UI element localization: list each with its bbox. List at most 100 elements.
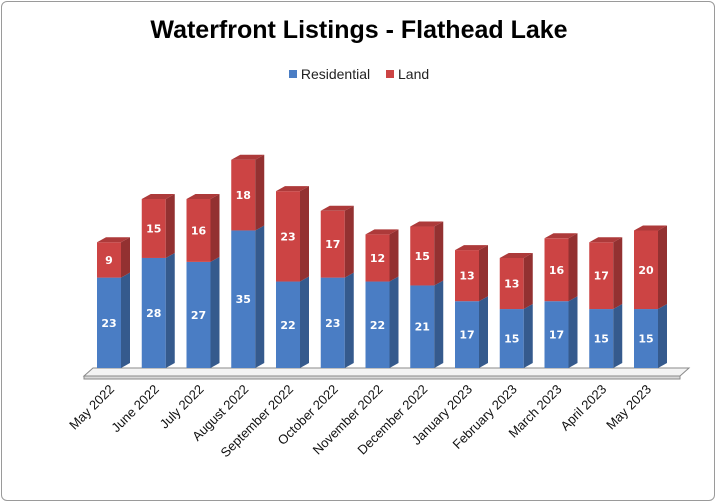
bars-group: 2392815271635182223231722122115171315131…: [97, 154, 667, 368]
bar-side-land: [121, 237, 130, 278]
data-label-residential: 17: [459, 329, 474, 342]
bar-top-land: [231, 154, 265, 160]
data-label-residential: 15: [504, 333, 519, 346]
bar-side-residential: [300, 276, 309, 368]
bar-land: [320, 210, 345, 278]
legend-item-land: Land: [386, 66, 429, 82]
bar-side-land: [165, 194, 175, 258]
bar-column: 21 15: [410, 221, 444, 368]
bar-residential: [320, 277, 345, 368]
bar-side-residential: [165, 252, 175, 368]
bar-side-land: [300, 186, 309, 282]
bar-side-land: [658, 225, 667, 310]
data-label-land: 13: [459, 270, 474, 283]
bar-side-residential: [389, 276, 399, 368]
chart-floor: [82, 367, 691, 380]
bar-residential: [141, 257, 166, 368]
bar-side-residential: [479, 296, 488, 368]
bar-side-residential: [523, 304, 533, 368]
bar-top-land: [410, 221, 444, 227]
bar-side-residential: [568, 296, 578, 368]
bar-land: [276, 191, 300, 282]
bar-side-land: [568, 233, 578, 302]
data-label-land: 15: [415, 250, 430, 263]
bar-side-residential: [613, 304, 623, 368]
bar-side-land: [613, 237, 623, 310]
data-label-land: 9: [105, 254, 113, 267]
floor-top: [82, 367, 691, 377]
data-label-residential: 23: [325, 317, 340, 330]
data-label-land: 23: [280, 230, 295, 243]
bar-top-land: [320, 205, 354, 211]
bar-land: [97, 242, 121, 278]
bar-land: [455, 250, 479, 302]
data-label-residential: 15: [594, 333, 609, 346]
bar-residential: [97, 277, 121, 368]
bar-side-land: [523, 252, 533, 310]
bar-land: [410, 226, 435, 286]
data-label-residential: 22: [370, 319, 385, 332]
data-label-residential: 15: [638, 333, 653, 346]
chart-legend: Residential Land: [0, 66, 718, 82]
bar-side-residential: [210, 256, 220, 368]
data-label-land: 16: [191, 224, 207, 237]
bar-side-residential: [344, 272, 354, 368]
bar-column: 27 16: [186, 194, 220, 368]
chart-title: Waterfront Listings - Flathead Lake: [150, 16, 568, 44]
bar-side-residential: [255, 225, 265, 368]
bar-land: [634, 230, 658, 310]
legend-item-residential: Residential: [288, 66, 371, 82]
bar-residential: [544, 301, 569, 368]
bar-side-land: [210, 194, 220, 262]
bar-side-land: [479, 245, 488, 302]
data-label-residential: 35: [236, 293, 251, 306]
bar-column: 28 15: [141, 194, 175, 368]
legend-label-land: Land: [398, 66, 430, 82]
floor-edge: [83, 375, 681, 380]
bar-top-land: [276, 186, 309, 192]
bar-top-land: [634, 225, 667, 231]
data-label-residential: 17: [549, 329, 564, 342]
bar-residential: [276, 281, 300, 368]
bar-top-land: [544, 233, 578, 239]
bar-top-land: [97, 237, 130, 243]
data-label-land: 18: [236, 189, 251, 202]
bar-column: 23 17: [320, 205, 354, 368]
bar-top-land: [589, 237, 623, 243]
bar-land: [544, 238, 569, 302]
bar-land: [365, 234, 390, 282]
bar-column: 22 23: [276, 186, 309, 368]
data-label-residential: 27: [191, 309, 206, 322]
legend-label-residential: Residential: [300, 66, 371, 82]
legend-swatch-residential: [288, 70, 297, 78]
data-label-residential: 23: [101, 317, 116, 330]
bar-side-land: [389, 229, 399, 282]
data-label-land: 16: [549, 264, 565, 277]
category-label: April 2023: [557, 382, 609, 434]
data-label-land: 20: [638, 264, 654, 277]
bar-top-land: [365, 229, 399, 235]
bar-residential: [455, 301, 479, 368]
bar-side-land: [344, 205, 354, 278]
data-label-land: 13: [504, 278, 519, 291]
category-label: June 2022: [108, 382, 162, 436]
bar-land: [186, 199, 211, 262]
data-label-residential: 22: [280, 319, 295, 332]
bar-top-land: [186, 194, 220, 200]
category-label: May 2023: [603, 382, 654, 433]
bar-top-land: [141, 194, 175, 200]
bar-residential: [231, 230, 256, 368]
bar-land: [231, 159, 256, 231]
bar-land: [499, 257, 524, 310]
bar-side-land: [255, 154, 265, 231]
data-label-land: 15: [146, 222, 161, 235]
bar-side-residential: [658, 304, 667, 368]
bar-residential: [410, 285, 435, 368]
